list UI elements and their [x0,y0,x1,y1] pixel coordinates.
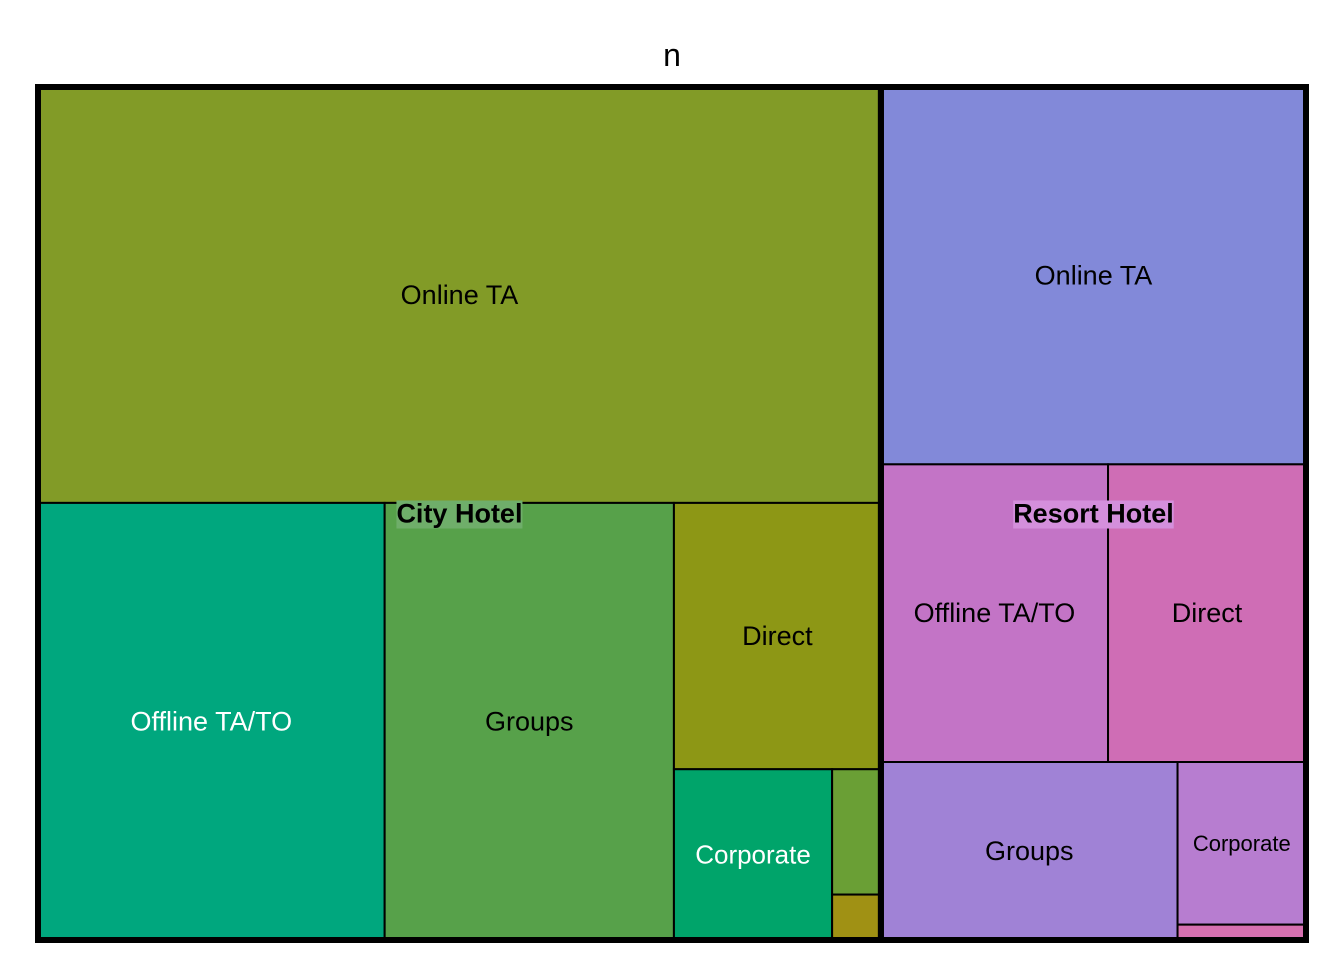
group-label-resort-hotel: Resort Hotel [1013,499,1174,529]
tile-label-resort-hotel-groups: Groups [985,836,1074,866]
tile-city-hotel-direct-3 [672,501,882,771]
tile-label-city-hotel-corporate: Corporate [695,840,811,870]
tile-label-city-hotel-direct: Direct [742,621,813,651]
group-label-bg-city-hotel [396,500,523,529]
tile-label-resort-hotel-corporate: Corporate [1193,831,1291,856]
tile-label-city-hotel-groups: Groups [485,706,574,736]
tile-label-city-hotel-offline-ta-to: Offline TA/TO [131,706,293,736]
tile-label-resort-hotel-direct: Direct [1172,598,1243,628]
tile-city-hotel-unlabeled-6 [831,893,882,942]
group-label-city-hotel: City Hotel [396,499,522,529]
tile-label-resort-hotel-offline-ta-to: Offline TA/TO [914,598,1076,628]
tile-city-hotel-offline-ta-to-1 [37,501,386,941]
chart-title: n [663,37,681,73]
tile-label-city-hotel-online-ta: Online TA [401,280,519,310]
tile-label-resort-hotel-online-ta: Online TA [1035,261,1153,291]
tile-resort-hotel-online-ta-0 [879,86,1307,466]
group-label-bg-resort-hotel [1013,500,1174,529]
treemap-outer-border [35,84,1309,943]
tile-city-hotel-corporate-4 [672,768,834,942]
tile-city-hotel-unlabeled-5 [831,768,882,896]
tile-resort-hotel-groups-3 [879,761,1179,941]
